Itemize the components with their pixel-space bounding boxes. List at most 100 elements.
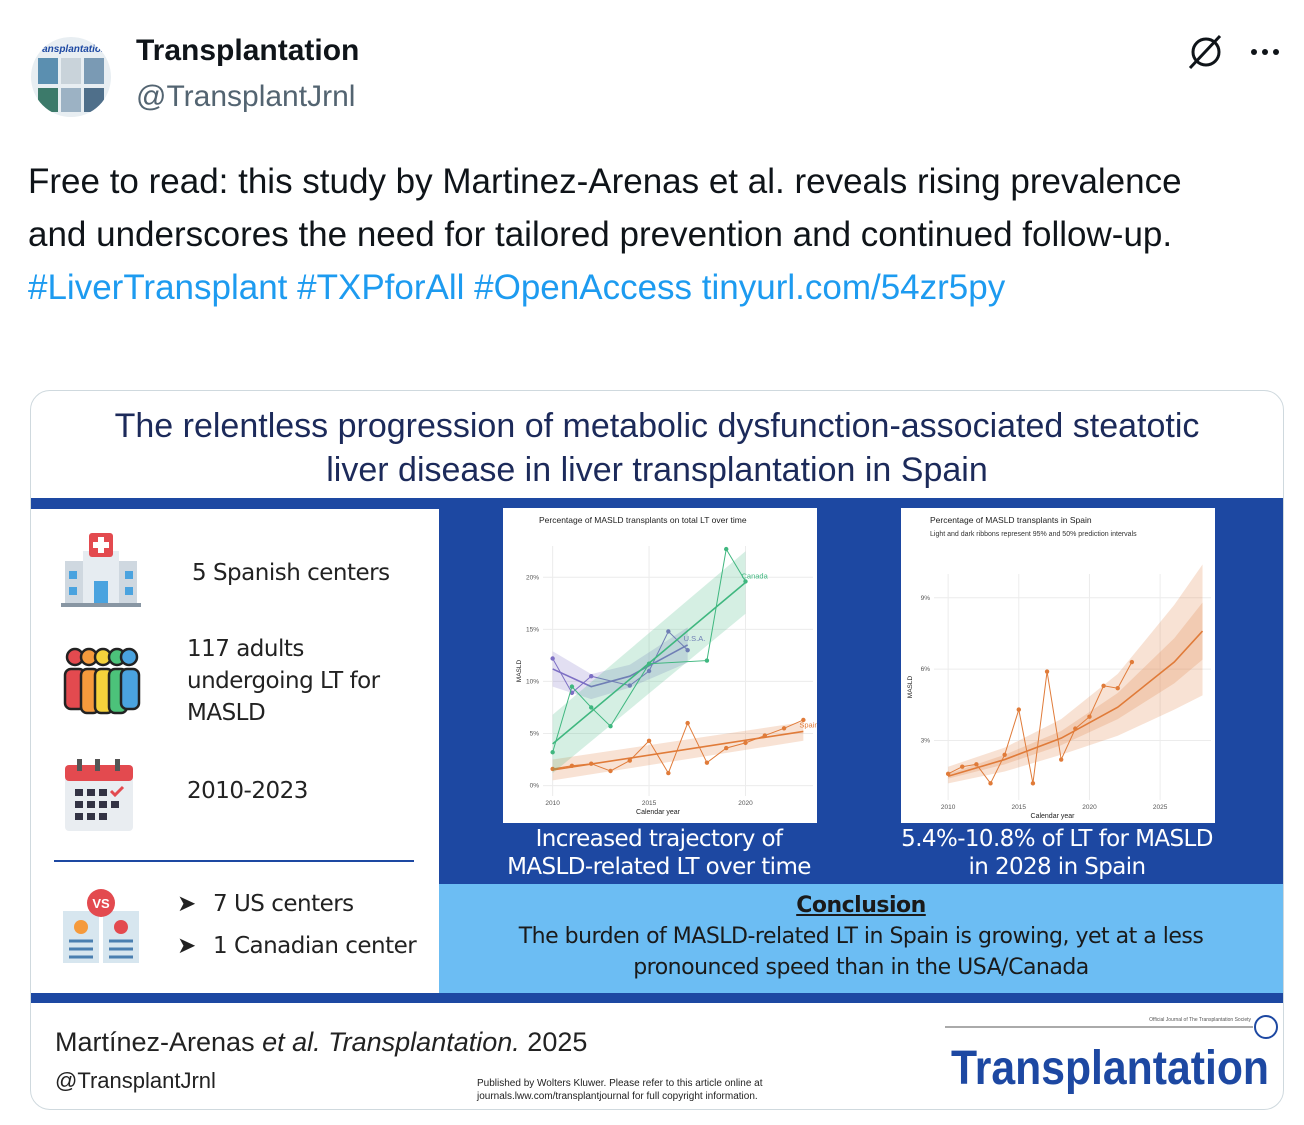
data-point <box>569 684 575 689</box>
vs-label: VS <box>92 896 110 911</box>
fact-comparison: 1 Canadian center <box>213 933 417 959</box>
data-point <box>1129 659 1135 665</box>
fit-line <box>947 630 1204 777</box>
divider <box>54 860 414 862</box>
conclusion-heading: Conclusion <box>796 893 926 918</box>
fact-adults: MASLD <box>187 700 266 726</box>
x-tick-label: 2010 <box>545 800 560 807</box>
data-point <box>550 766 555 772</box>
fact-period: 2010-2023 <box>187 778 308 804</box>
data-point <box>801 717 806 723</box>
logo-text: Transplantation <box>951 1042 1269 1095</box>
fact-adults: 117 adults <box>187 636 304 662</box>
y-tick-label: 3% <box>921 738 931 745</box>
chart-subtitle: Light and dark ribbons represent 95% and… <box>930 531 1137 538</box>
infographic-title: The relentless progression of metabolic … <box>114 407 1200 445</box>
data-point <box>608 724 613 729</box>
bullet: ➤ <box>177 933 196 959</box>
text: Free to read: this study by Martinez-Are… <box>28 162 1182 254</box>
calendar-icon <box>65 759 133 831</box>
data-point <box>1073 726 1078 731</box>
y-tick-label: 10% <box>526 678 539 685</box>
y-axis-label: MASLD <box>907 676 914 699</box>
chart-caption: 5.4%-10.8% of LT for MASLD in 2028 in Spa… <box>897 825 1217 881</box>
bullet: ➤ <box>177 891 196 917</box>
hashtag[interactable]: #TXPforAll <box>297 268 465 307</box>
people-icon <box>63 647 141 715</box>
data-point <box>1058 757 1064 762</box>
link[interactable]: tinyurl.com/54zr5py <box>701 268 1006 307</box>
data-point <box>1044 669 1050 674</box>
data-point <box>550 750 555 755</box>
fit-line <box>552 644 689 688</box>
data-point <box>743 740 748 746</box>
fact-icons: VS <box>61 533 141 963</box>
prediction-band <box>948 602 1203 779</box>
et-al: et al. <box>262 1027 321 1057</box>
conclusion-line: pronounced speed than in the USA/Canada <box>633 955 1089 980</box>
fact-comparison: 7 US centers <box>213 891 354 917</box>
x-tick-label: 2015 <box>1012 804 1027 811</box>
caption-line: MASLD-related LT over time <box>507 854 811 880</box>
caption-line: Increased trajectory of <box>535 826 783 852</box>
caption-line: in 2028 in Spain <box>968 854 1146 880</box>
grok-icon[interactable] <box>1188 34 1222 70</box>
caption-line: 5.4%-10.8% of LT for MASLD <box>901 826 1213 852</box>
chart-title: Percentage of MASLD transplants on total… <box>539 515 747 525</box>
y-tick-label: 5% <box>530 731 540 738</box>
journal-logo: Official Journal of The Transplantation … <box>945 1015 1278 1095</box>
hashtag[interactable]: #LiverTransplant <box>28 268 288 307</box>
conclusion: Conclusion The burden of MASLD-related L… <box>439 884 1283 993</box>
authors: Martínez-Arenas <box>55 1027 255 1057</box>
data-point <box>589 761 594 766</box>
chart-caption: Increased trajectory of MASLD-related LT … <box>499 825 819 881</box>
y-tick-label: 20% <box>526 574 539 581</box>
y-axis-label: MASLD <box>516 660 523 683</box>
data-point <box>646 668 652 674</box>
display-name[interactable]: Transplantation <box>136 34 360 67</box>
media-card[interactable]: The relentless progression of metabolic … <box>30 390 1284 1110</box>
data-point <box>627 683 632 688</box>
infographic-title: liver disease in liver transplantation i… <box>326 451 988 489</box>
data-point <box>704 658 710 663</box>
facts-panel: VS 5 Spanish centers 117 adults undergoi… <box>31 509 439 993</box>
prediction-band <box>552 627 688 700</box>
projection-chart: 2010 2015 2020 2025 3% 6% 9% Percentage of MASL… <box>901 508 1215 823</box>
data-point <box>646 738 652 743</box>
plot-area <box>543 546 813 796</box>
publisher-note: Published by Wolters Kluwer. Please refe… <box>477 1077 763 1103</box>
citation: Martínez-Arenas et al. Transplantation. … <box>55 1027 587 1058</box>
plot-area <box>934 574 1211 800</box>
data-point <box>743 579 748 584</box>
data-point <box>1101 683 1106 689</box>
data-point <box>1002 752 1007 757</box>
data-point <box>666 629 671 634</box>
data-point <box>666 770 671 776</box>
data-point <box>550 656 555 661</box>
data-point <box>589 705 594 710</box>
avatar[interactable]: transplantation <box>30 36 112 118</box>
chart-title: Percentage of MASLD transplants in Spain <box>930 515 1092 525</box>
more-menu[interactable] <box>1251 49 1279 55</box>
footer-handle: @TransplantJrnl <box>55 1068 216 1093</box>
logo-note: Official Journal of The Transplantation … <box>1149 1017 1251 1023</box>
x-tick-label: 2010 <box>941 804 956 811</box>
x-tick-label: 2020 <box>738 800 753 807</box>
trend-chart: 2010 2015 2020 0% 5% 10% 15% 20% Percentage of M… <box>503 508 817 823</box>
header-icons <box>1188 34 1279 70</box>
data-point <box>1016 707 1021 712</box>
hospital-icon <box>61 533 141 607</box>
hashtag[interactable]: #OpenAccess <box>474 268 693 307</box>
x-tick-label: 2020 <box>1082 804 1097 811</box>
data-point <box>685 647 690 653</box>
prediction-band <box>948 564 1203 784</box>
publisher-line: journals.lww.com/transplantjournal for f… <box>477 1091 758 1102</box>
handle[interactable]: @TransplantJrnl <box>136 80 356 113</box>
fact-centers: 5 Spanish centers <box>192 560 390 586</box>
data-point <box>781 726 787 731</box>
x-tick-label: 2015 <box>642 800 657 807</box>
x-tick-label: 2025 <box>1153 804 1168 811</box>
tweet-text: Free to read: this study by Martinez-Are… <box>28 155 1193 314</box>
x-axis-label: Calendar year <box>1031 813 1076 820</box>
